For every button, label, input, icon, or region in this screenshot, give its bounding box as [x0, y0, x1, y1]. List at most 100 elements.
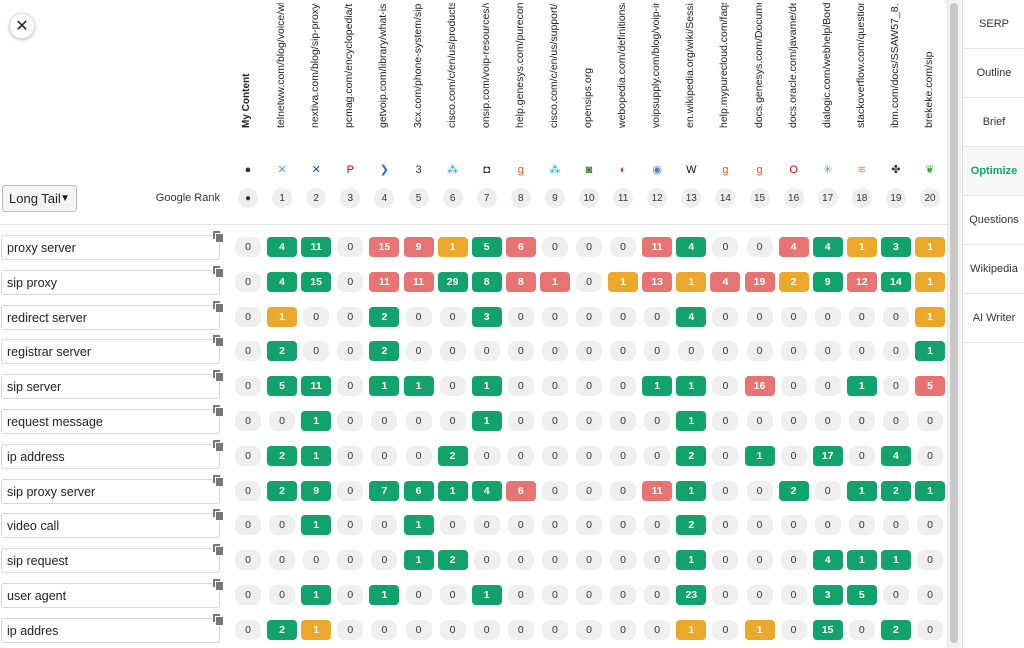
keyword-label[interactable]: sip request [1, 548, 220, 574]
column-header[interactable]: onsip.com/voip-resources/voip-fu ◘ 7 [470, 0, 504, 225]
column-url[interactable]: cisco.com/c/en/us/products/colla [445, 3, 458, 128]
keyword-count-cell: 0 [712, 550, 739, 571]
keyword-count-cell: 0 [235, 306, 261, 327]
keyword-count-cell: 0 [610, 445, 637, 466]
nav-item-optimize[interactable]: Optimize [963, 147, 1024, 196]
column-url[interactable]: 3cx.com/phone-system/sip-proxy [411, 3, 424, 128]
copy-icon[interactable] [211, 438, 224, 452]
keyword-count-cell: 0 [644, 341, 671, 362]
keyword-label[interactable]: user agent [1, 583, 220, 608]
copy-icon[interactable] [211, 333, 224, 348]
keyword-count-cell: 4 [812, 550, 843, 571]
nav-item-questions[interactable]: Questions [963, 196, 1024, 245]
keyword-count-cell: 0 [576, 550, 602, 571]
nav-item-ai-writer[interactable]: AI Writer [963, 294, 1024, 343]
copy-icon[interactable] [211, 612, 224, 626]
column-header[interactable]: telnetww.com/blog/voice/what-is- ✕ 1 [265, 0, 299, 225]
keyword-label[interactable]: sip proxy [1, 269, 220, 295]
column-header[interactable]: webopedia.com/definitions/sip-pr ◐ 11 [606, 0, 640, 225]
column-header[interactable]: getvoip.com/library/what-is-a-sip- ❯ 4 [367, 0, 401, 225]
column-url[interactable]: pcmag.com/encyclopedia/term/si [343, 3, 356, 128]
column-header[interactable]: brekeke.com/sip ❦ 20 [913, 0, 947, 225]
column-url[interactable]: opensips.org [582, 67, 594, 128]
column-header[interactable]: nextiva.com/blog/sip-proxy-server ✕ 2 [299, 0, 333, 225]
column-header[interactable]: stackoverflow.com/questions/341 ≋ 18 [845, 0, 879, 225]
column-url[interactable]: cisco.com/c/en/us/support/unifie [547, 3, 560, 128]
copy-icon[interactable] [211, 229, 224, 243]
column-url[interactable]: docs.genesys.com/Documentation [752, 3, 765, 128]
keyword-count-cell: 0 [780, 515, 807, 536]
keyword-label[interactable]: request message [1, 409, 220, 434]
keyword-count-cell: 13 [642, 271, 673, 292]
keyword-count-cell: 0 [576, 619, 602, 640]
column-header[interactable]: docs.genesys.com/Documentation g 15 [743, 0, 777, 225]
column-header[interactable]: en.wikipedia.org/wiki/Session_Init W 13 [674, 0, 708, 225]
google-rank-badge: 20 [920, 188, 940, 208]
column-header[interactable]: opensips.org ◙ 10 [572, 0, 606, 225]
column-url[interactable]: docs.oracle.com/javame/dev-tools [786, 3, 799, 128]
keyword-count-cell: 0 [576, 237, 602, 257]
keyword-label[interactable]: ip addres [1, 617, 220, 643]
voipsupply-favicon-icon: ◉ [652, 164, 662, 176]
copy-icon[interactable] [211, 264, 224, 278]
keyword-count-cell: 0 [405, 341, 432, 362]
column-url[interactable]: voipsupply.com/blog/voip-insider/ [650, 3, 663, 128]
column-url[interactable]: help.genesys.com/pureconnect/m [513, 3, 526, 128]
copy-icon[interactable] [211, 403, 224, 417]
column-url[interactable]: dialogic.com/webhelp/BorderNet2 [820, 3, 833, 128]
keyword-label[interactable]: video call [1, 513, 220, 539]
nav-item-serp[interactable]: SERP [963, 0, 1024, 49]
copy-icon[interactable] [211, 473, 224, 487]
column-header[interactable]: ibm.com/docs/SSAW57_8.5.5/con ✤ 19 [879, 0, 913, 225]
keyword-count-cell: 0 [814, 480, 841, 501]
column-url[interactable]: webopedia.com/definitions/sip-pr [616, 3, 629, 128]
copy-icon[interactable] [211, 368, 224, 383]
keyword-count-cell: 0 [848, 515, 875, 536]
column-url[interactable]: help.mypurecloud.com/faqs/requi [718, 3, 731, 128]
column-header[interactable]: cisco.com/c/en/us/products/colla ⁂ 6 [436, 0, 470, 225]
keyword-count-cell: 0 [269, 585, 296, 605]
keyword-count-cell: 0 [405, 585, 432, 605]
keyword-label[interactable]: registrar server [1, 339, 220, 365]
column-header[interactable]: pcmag.com/encyclopedia/term/si P 3 [333, 0, 367, 225]
nav-item-wikipedia[interactable]: Wikipedia [963, 245, 1024, 294]
keyword-count-cell: 0 [337, 619, 364, 640]
keyword-count-cell: 0 [337, 585, 364, 605]
copy-icon[interactable] [211, 577, 224, 591]
column-url[interactable]: ibm.com/docs/SSAW57_8.5.5/con [888, 3, 901, 128]
column-header[interactable]: help.mypurecloud.com/faqs/requi g 14 [708, 0, 742, 225]
column-header[interactable]: voipsupply.com/blog/voip-insider/ ◉ 12 [640, 0, 674, 225]
column-url[interactable]: telnetww.com/blog/voice/what-is- [275, 3, 288, 128]
keyword-count-cell: 17 [812, 445, 843, 466]
nav-item-outline[interactable]: Outline [963, 49, 1024, 98]
column-url[interactable]: en.wikipedia.org/wiki/Session_Init [684, 3, 697, 128]
column-header[interactable]: help.genesys.com/pureconnect/m g 8 [504, 0, 538, 225]
copy-icon[interactable] [211, 542, 224, 557]
copy-icon[interactable] [211, 299, 224, 313]
column-url[interactable]: brekeke.com/sip [923, 51, 935, 128]
column-header[interactable]: dialogic.com/webhelp/BorderNet2 ✳ 17 [811, 0, 845, 225]
column-url[interactable]: nextiva.com/blog/sip-proxy-server [309, 3, 322, 128]
keyword-label[interactable]: sip proxy server [1, 478, 220, 504]
column-header[interactable]: 3cx.com/phone-system/sip-proxy 3 5 [402, 0, 436, 225]
column-url[interactable]: getvoip.com/library/what-is-a-sip- [377, 3, 390, 128]
keyword-count-cell: 0 [337, 271, 364, 292]
keyword-count-cell: 0 [541, 376, 568, 397]
keyword-label[interactable]: redirect server [1, 304, 220, 330]
keyword-count-cell: 0 [610, 515, 637, 536]
keyword-label[interactable]: sip server [1, 374, 220, 400]
column-url[interactable]: My Content [241, 73, 252, 128]
column-header[interactable]: cisco.com/c/en/us/support/unifie ⁂ 9 [538, 0, 572, 225]
column-url[interactable]: onsip.com/voip-resources/voip-fu [479, 3, 492, 128]
close-button[interactable]: ✕ [9, 13, 35, 39]
keyword-label[interactable]: proxy server [1, 235, 220, 260]
column-url[interactable]: stackoverflow.com/questions/341 [854, 3, 867, 128]
column-header[interactable]: docs.oracle.com/javame/dev-tools O 16 [777, 0, 811, 225]
column-header[interactable]: My Content ● ● [231, 0, 265, 225]
keyword-label[interactable]: ip address [1, 443, 220, 469]
keyword-filter-select[interactable]: Long Tail ▼ [2, 185, 77, 212]
scrollbar-thumb[interactable] [950, 3, 958, 643]
copy-icon[interactable] [211, 507, 224, 522]
keyword-count-cell: 0 [917, 515, 943, 536]
nav-item-brief[interactable]: Brief [963, 98, 1024, 147]
